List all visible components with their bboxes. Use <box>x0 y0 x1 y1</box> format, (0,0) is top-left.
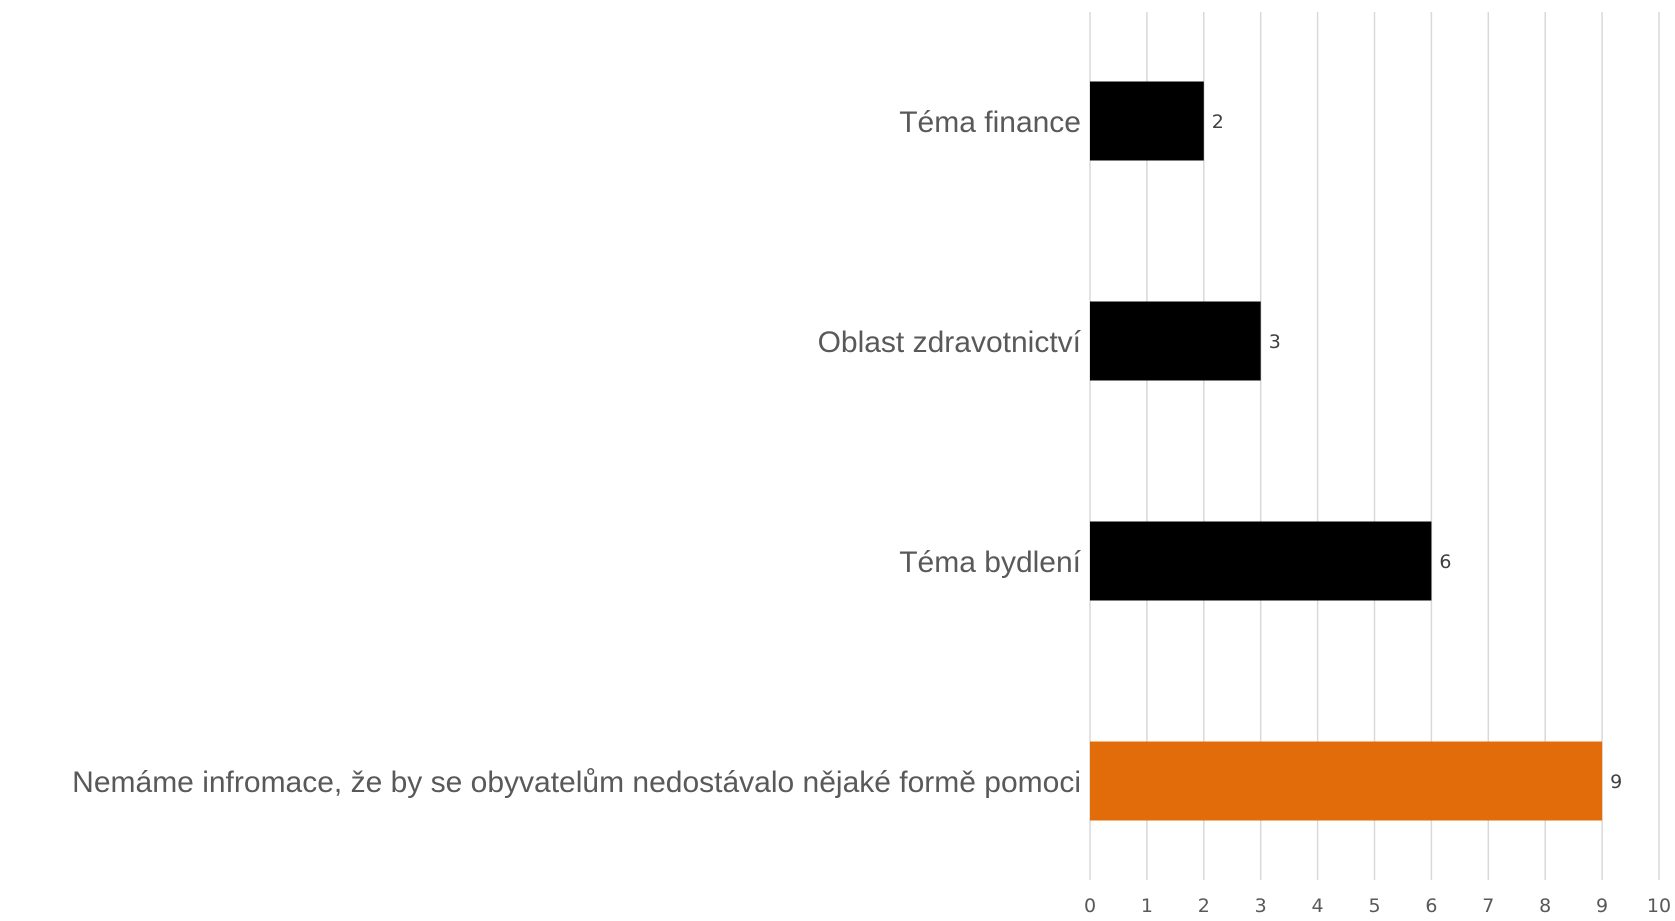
x-tick-label-0: 0 <box>1084 895 1096 917</box>
bar-4 <box>1090 741 1603 821</box>
data-label-4: 9 <box>1610 771 1622 793</box>
x-tick-label-2: 2 <box>1198 895 1210 917</box>
bar-2 <box>1090 301 1261 381</box>
category-label-4: Nemáme infromace, že by se obyvatelům ne… <box>72 766 1081 799</box>
x-tick-label-8: 8 <box>1539 895 1551 917</box>
x-tick-label-3: 3 <box>1255 895 1267 917</box>
x-tick-label-9: 9 <box>1596 895 1608 917</box>
bar-1 <box>1090 81 1204 161</box>
data-label-2: 3 <box>1269 331 1281 353</box>
x-tick-label-6: 6 <box>1425 895 1437 917</box>
data-label-3: 6 <box>1439 551 1451 573</box>
category-labels: Téma finance Oblast zdravotnictví Téma byd… <box>72 106 1081 799</box>
data-labels: 2 3 6 9 <box>1212 111 1622 793</box>
x-tick-label-1: 1 <box>1141 895 1153 917</box>
x-tick-label-7: 7 <box>1482 895 1494 917</box>
x-tick-label-10: 10 <box>1647 895 1671 917</box>
bars <box>1090 81 1603 821</box>
x-axis-tick-labels: 0 1 2 3 4 5 6 7 8 9 10 <box>1084 895 1671 917</box>
bar-3 <box>1090 521 1432 601</box>
data-label-1: 2 <box>1212 111 1224 133</box>
category-label-2: Oblast zdravotnictví <box>818 326 1082 359</box>
category-label-1: Téma finance <box>899 106 1081 139</box>
category-label-3: Téma bydlení <box>899 546 1081 579</box>
x-tick-label-5: 5 <box>1368 895 1380 917</box>
x-tick-label-4: 4 <box>1312 895 1324 917</box>
